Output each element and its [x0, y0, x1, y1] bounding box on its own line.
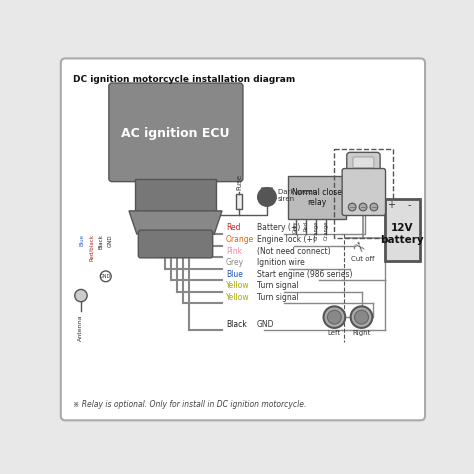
Text: -: - [408, 200, 411, 210]
Text: Left: Left [328, 330, 341, 336]
Text: Engine lock (+): Engine lock (+) [257, 235, 316, 244]
Text: Grey: Grey [293, 221, 298, 233]
Text: ✂: ✂ [348, 239, 367, 257]
Text: Dark green
siren: Dark green siren [278, 189, 317, 202]
Bar [288, 176, 346, 219]
Text: (Not need connect): (Not need connect) [257, 246, 330, 255]
Text: Blue: Blue [80, 234, 85, 246]
Circle shape [355, 310, 368, 324]
Text: Yellow: Yellow [226, 281, 249, 290]
FancyBboxPatch shape [353, 157, 374, 168]
Text: DC ignition motorcycle installation diagram: DC ignition motorcycle installation diag… [73, 75, 295, 84]
Text: Red/black: Red/black [89, 234, 94, 261]
Circle shape [258, 188, 276, 206]
FancyBboxPatch shape [61, 58, 425, 420]
Circle shape [359, 203, 367, 211]
Text: GND: GND [108, 234, 113, 246]
Text: Grey: Grey [226, 258, 244, 267]
Circle shape [370, 203, 378, 211]
Text: Orange: Orange [323, 221, 328, 240]
Circle shape [100, 271, 111, 282]
Text: Ignition wire: Ignition wire [257, 258, 305, 267]
Text: Normal close
relay: Normal close relay [292, 188, 341, 208]
Text: Red: Red [303, 221, 308, 231]
Polygon shape [129, 211, 222, 234]
Bar [236, 194, 242, 210]
Text: Battery (+): Battery (+) [257, 223, 300, 232]
Circle shape [75, 290, 87, 302]
Text: Start engine (986 series): Start engine (986 series) [257, 270, 352, 279]
Text: Blue: Blue [226, 270, 243, 279]
Text: GND: GND [100, 274, 111, 279]
Circle shape [328, 310, 341, 324]
Circle shape [351, 306, 373, 328]
FancyBboxPatch shape [138, 230, 213, 258]
Text: Black: Black [226, 319, 246, 328]
Text: Right: Right [352, 330, 371, 336]
Text: Yellow: Yellow [226, 293, 249, 302]
Bar [385, 200, 419, 261]
FancyBboxPatch shape [109, 83, 243, 182]
Text: Orange: Orange [313, 221, 318, 240]
Text: Cut off: Cut off [351, 255, 375, 262]
Text: AC ignition ECU: AC ignition ECU [121, 128, 230, 140]
Text: Turn signal: Turn signal [257, 281, 299, 290]
Text: Red: Red [226, 223, 240, 232]
Text: Turn signal: Turn signal [257, 293, 299, 302]
Circle shape [324, 306, 345, 328]
Polygon shape [259, 188, 275, 195]
Text: Antenna: Antenna [79, 315, 83, 341]
Text: ※ Relay is optional. Only for install in DC ignition motorcycle.: ※ Relay is optional. Only for install in… [73, 400, 307, 409]
Text: Pink: Pink [226, 246, 242, 255]
Text: Orange: Orange [226, 235, 254, 244]
FancyBboxPatch shape [342, 169, 385, 216]
FancyBboxPatch shape [347, 152, 380, 173]
Text: Black: Black [99, 234, 104, 249]
Text: Fuse: Fuse [236, 174, 242, 190]
Text: 12V
battery: 12V battery [380, 223, 424, 245]
FancyBboxPatch shape [135, 179, 216, 212]
Circle shape [348, 203, 356, 211]
Text: +: + [387, 200, 395, 210]
Text: GND: GND [257, 319, 274, 328]
Bar [334, 149, 392, 238]
